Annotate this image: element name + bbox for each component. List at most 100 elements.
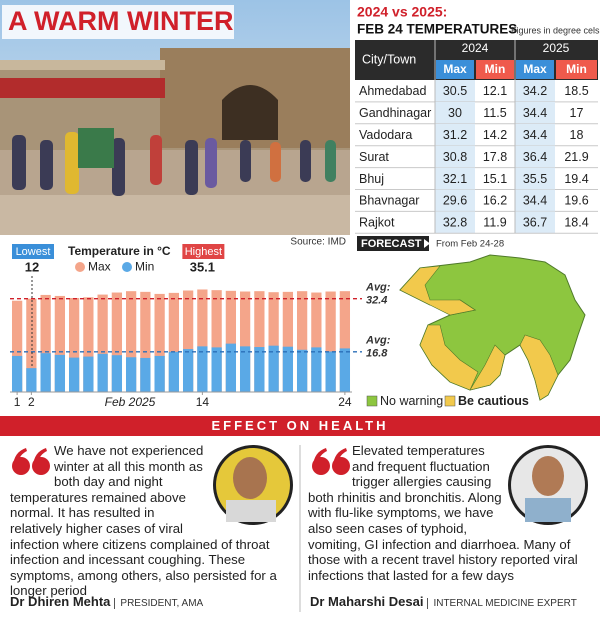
quote-author: Dr Dhiren Mehta PRESIDENT, AMA — [10, 594, 204, 609]
table-value: 35.5 — [523, 172, 547, 186]
table-value: 19.6 — [564, 194, 588, 208]
bar — [97, 294, 108, 392]
bar — [197, 289, 208, 392]
bar — [168, 351, 180, 392]
title-backdrop — [2, 5, 234, 39]
table-value: 34.4 — [523, 194, 547, 208]
map — [399, 254, 586, 401]
bar — [83, 297, 94, 392]
x-tick-label: 24 — [338, 395, 352, 409]
cell-bg — [515, 80, 555, 102]
table-value: 30.5 — [443, 84, 467, 98]
avg-label: Avg: — [365, 282, 391, 294]
bar — [68, 357, 80, 392]
bar — [282, 291, 294, 392]
subcolumn-header: Min — [485, 62, 506, 76]
cell-bg — [435, 101, 475, 124]
legend-label: Min — [135, 260, 154, 274]
table-value: 31.2 — [443, 128, 467, 142]
x-tick-label: 2 — [28, 395, 35, 409]
cell-bg — [435, 145, 475, 168]
section-title: EFFECT ON HEALTH — [211, 418, 388, 433]
city-name: Bhuj — [359, 172, 384, 186]
cell-bg — [435, 211, 475, 234]
table-value: 18 — [570, 128, 584, 142]
bar — [197, 346, 208, 392]
city-name: Vadodara — [359, 128, 412, 142]
bar — [11, 355, 23, 392]
bar — [168, 292, 180, 392]
x-axis-label: Feb 2025 — [105, 395, 156, 409]
table-value: 18.5 — [564, 84, 588, 98]
table-value: 18.4 — [564, 216, 588, 230]
bar — [154, 293, 165, 392]
legend-label: Max — [88, 260, 111, 274]
table-value: 16.2 — [483, 194, 507, 208]
table-note: Figures in degree celsius — [511, 25, 600, 35]
author-name: Dr Maharshi Desai — [310, 594, 424, 609]
subcolumn-header: Max — [443, 62, 467, 76]
bar — [182, 349, 194, 392]
bar — [68, 297, 80, 392]
bar — [125, 291, 137, 392]
table-value: 29.6 — [443, 194, 467, 208]
subcolumn-header: Min — [566, 62, 587, 76]
legend-swatch — [366, 395, 378, 407]
legend-swatch — [122, 262, 132, 272]
table-value: 19.4 — [564, 172, 588, 186]
quote-author: Dr Maharshi Desai INTERNAL MEDICINE EXPER… — [310, 594, 577, 609]
bar — [54, 354, 66, 392]
avg-label: Avg: — [365, 335, 391, 347]
cell-bg — [515, 145, 555, 168]
city-name: Bhavnagar — [359, 194, 419, 208]
annotation-box — [12, 244, 54, 259]
avg-value: 32.4 — [366, 295, 387, 307]
quote: We have not experienced winter at all th… — [10, 443, 298, 599]
annotation-value: 35.1 — [190, 259, 215, 274]
subcolumn-cell — [556, 60, 597, 79]
bar — [239, 291, 251, 392]
table-value: 34.2 — [523, 84, 547, 98]
quote: Elevated temperatures and frequent fluct… — [308, 443, 596, 583]
city-name: Gandhinagar — [359, 106, 431, 120]
forecast-box — [357, 236, 429, 251]
bar — [225, 343, 237, 392]
bar — [325, 351, 336, 392]
annotation-label: Highest — [185, 246, 222, 258]
forecast-title: FORECAST — [361, 238, 422, 250]
bar — [311, 347, 322, 392]
avg-value: 16.8 — [366, 348, 388, 360]
bar — [140, 291, 151, 392]
bar — [111, 355, 123, 392]
table-value: 34.4 — [523, 106, 547, 120]
subcolumn-header: Max — [523, 62, 547, 76]
photo — [0, 0, 350, 235]
section-banner — [0, 416, 600, 436]
bar — [311, 292, 322, 392]
bar — [225, 290, 237, 392]
bar — [325, 291, 336, 392]
table-value: 15.1 — [483, 172, 507, 186]
cell-bg — [435, 189, 475, 212]
annotation-box — [182, 244, 225, 259]
table-value: 17.8 — [483, 150, 507, 164]
bar — [83, 356, 94, 392]
bar — [111, 292, 123, 392]
column-header: 2025 — [543, 41, 570, 55]
bar — [254, 291, 265, 392]
bar — [296, 349, 308, 392]
bar — [239, 346, 251, 392]
cell-bg — [515, 167, 555, 190]
table-title: 2024 vs 2025: — [357, 4, 447, 20]
bar — [254, 347, 265, 392]
source: Source: IMD — [290, 237, 346, 248]
table-value: 36.4 — [523, 150, 547, 164]
bar — [339, 291, 351, 392]
bar — [54, 295, 66, 392]
table-value: 12.1 — [483, 84, 507, 98]
legend-title: Temperature in °C — [68, 244, 171, 258]
cell-bg — [435, 80, 475, 102]
cell-bg — [515, 211, 555, 234]
